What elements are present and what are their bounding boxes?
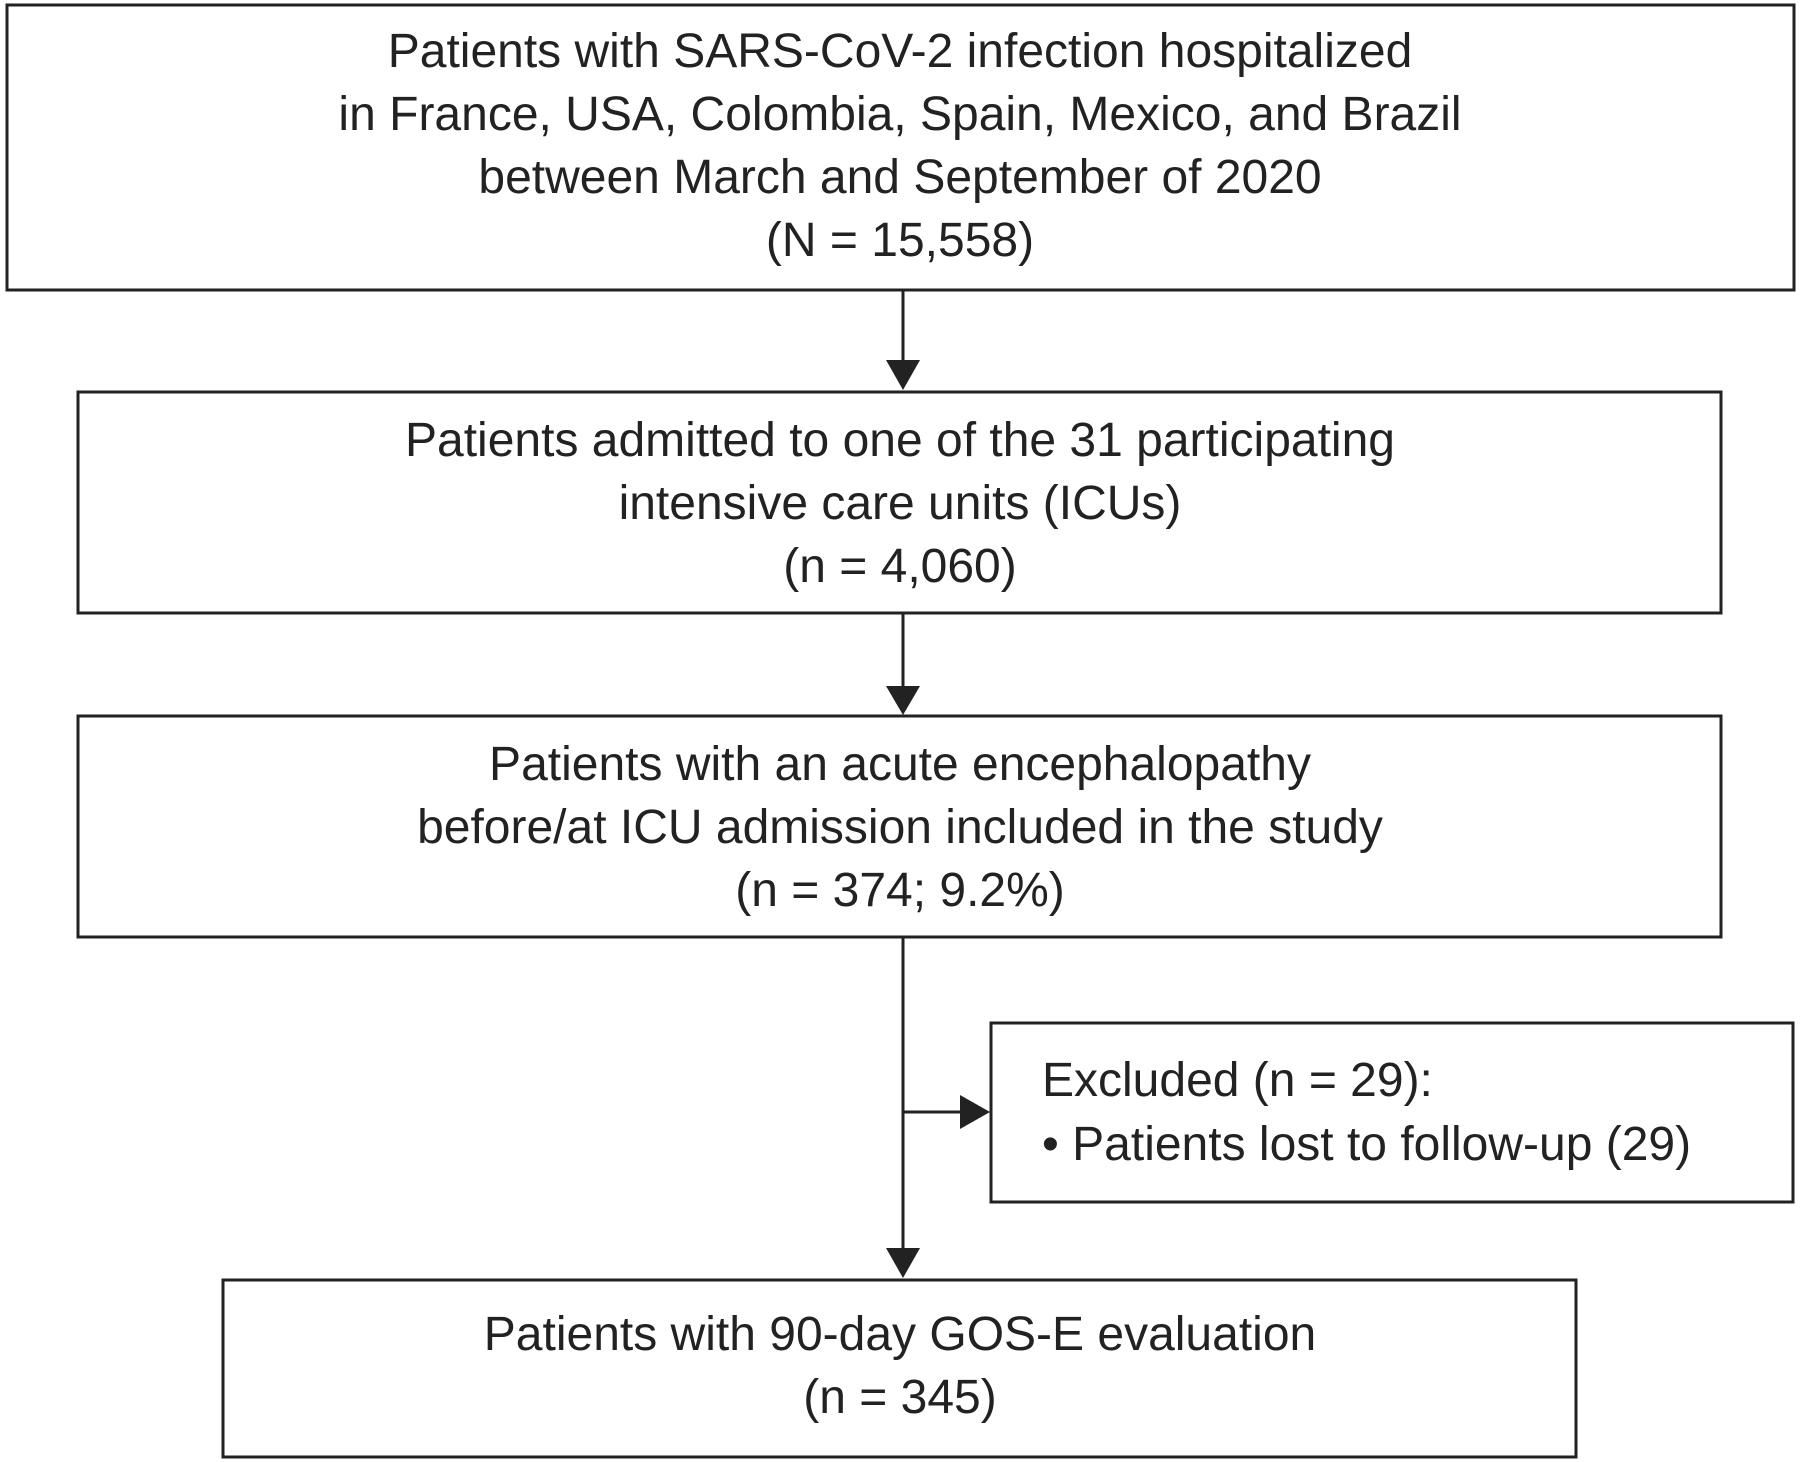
- box-text-line: (n = 4,060): [783, 540, 1016, 593]
- box-text-line: (n = 374; 9.2%): [735, 864, 1065, 917]
- box-text-line: before/at ICU admission included in the …: [417, 801, 1383, 854]
- box-hospitalized: Patients with SARS-CoV-2 infection hospi…: [5, 3, 1796, 292]
- arrow-2: [886, 613, 920, 715]
- box-frame: [989, 1021, 1795, 1204]
- box-text-line: between March and September of 2020: [478, 151, 1321, 204]
- excluded-item: • Patients lost to follow-up (29): [1042, 1118, 1691, 1171]
- excluded-title: Excluded (n = 29):: [1042, 1054, 1433, 1107]
- box-encephalopathy: Patients with an acute encephalopathy be…: [76, 714, 1723, 939]
- box-excluded: Excluded (n = 29): • Patients lost to fo…: [989, 1021, 1795, 1204]
- arrow-3: [886, 937, 990, 1278]
- box-icu-admitted: Patients admitted to one of the 31 parti…: [76, 390, 1723, 615]
- box-text-line: Patients with SARS-CoV-2 infection hospi…: [388, 25, 1413, 78]
- box-text-line: Patients with 90-day GOS-E evaluation: [484, 1308, 1316, 1361]
- box-text-line: (n = 345): [803, 1371, 996, 1424]
- box-text-line: Patients with an acute encephalopathy: [489, 738, 1311, 791]
- box-frame: [76, 714, 1723, 939]
- box-frame: [221, 1278, 1578, 1459]
- box-frame: [76, 390, 1723, 615]
- box-text-line: Patients admitted to one of the 31 parti…: [405, 414, 1395, 467]
- box-text-line: intensive care units (ICUs): [619, 477, 1182, 530]
- box-frame: [5, 3, 1796, 292]
- box-text-line: in France, USA, Colombia, Spain, Mexico,…: [338, 88, 1461, 141]
- box-gose-evaluation: Patients with 90-day GOS-E evaluation (n…: [221, 1278, 1578, 1459]
- arrow-1: [886, 290, 920, 390]
- box-text-line: (N = 15,558): [766, 214, 1034, 267]
